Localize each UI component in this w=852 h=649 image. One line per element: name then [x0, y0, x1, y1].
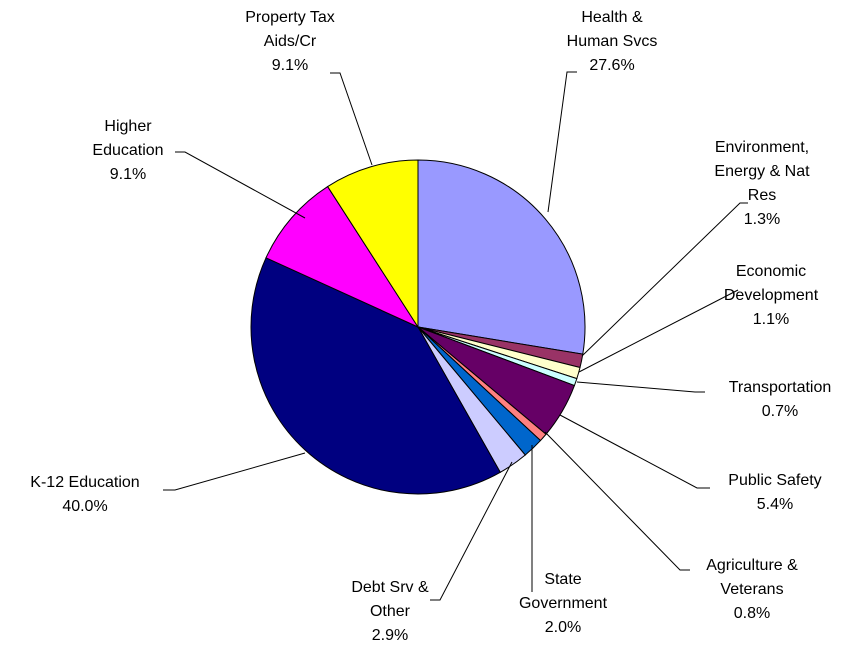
category-label: K-12 Education: [30, 474, 140, 491]
slice-label: Property Tax Aids/Cr 9.1%: [190, 6, 390, 78]
slice-label: Higher Education 9.1%: [28, 115, 228, 187]
leader-line: [544, 431, 690, 571]
pie-slice: [265, 185, 420, 329]
value-label: 40.0%: [62, 498, 108, 515]
category-label: Transportation: [728, 379, 832, 396]
slice-label: Agriculture & Veterans 0.8%: [652, 554, 852, 626]
slice-label: Transportation 0.7%: [680, 376, 852, 424]
category-label: Economic Development: [723, 263, 819, 304]
leader-line: [559, 414, 710, 489]
leader-line: [576, 381, 705, 393]
slice-label: Health & Human Svcs 27.6%: [512, 6, 712, 78]
value-label: 9.1%: [271, 57, 309, 74]
value-label: 9.1%: [109, 166, 147, 183]
value-label: 0.8%: [733, 605, 771, 622]
slice-label: Public Safety 5.4%: [675, 469, 852, 517]
leader-line: [330, 72, 373, 166]
leader-line: [581, 202, 748, 357]
slice-label: Environment, Energy & Nat Res 1.3%: [662, 136, 852, 232]
slice-label: Debt Srv & Other 2.9%: [290, 576, 490, 648]
leader-line: [163, 452, 306, 491]
slice-label: K-12 Education 40.0%: [0, 471, 185, 519]
pie-slice: [417, 159, 586, 355]
value-label: 0.7%: [761, 403, 799, 420]
value-label: 27.6%: [589, 57, 635, 74]
pie-slice: [326, 159, 419, 329]
value-label: 5.4%: [756, 496, 794, 513]
slice-label: Economic Development 1.1%: [671, 260, 852, 332]
category-label: Higher Education: [92, 118, 164, 159]
slice-label: State Government 2.0%: [463, 568, 663, 640]
category-label: Debt Srv & Other: [351, 579, 429, 620]
value-label: 1.1%: [752, 311, 790, 328]
leader-line: [547, 71, 577, 213]
value-label: 2.9%: [371, 627, 409, 644]
category-label: Environment, Energy & Nat Res: [714, 139, 810, 204]
category-label: Agriculture & Veterans: [706, 557, 798, 598]
leader-line: [578, 289, 739, 373]
category-label: Property Tax Aids/Cr: [245, 9, 335, 50]
category-label: State Government: [518, 571, 608, 612]
pie-slice: [250, 257, 501, 495]
leader-line: [175, 151, 306, 219]
value-label: 2.0%: [544, 619, 582, 636]
category-label: Public Safety: [728, 472, 822, 489]
value-label: 1.3%: [743, 211, 781, 228]
leader-line: [430, 461, 513, 601]
category-label: Health & Human Svcs: [566, 9, 658, 50]
